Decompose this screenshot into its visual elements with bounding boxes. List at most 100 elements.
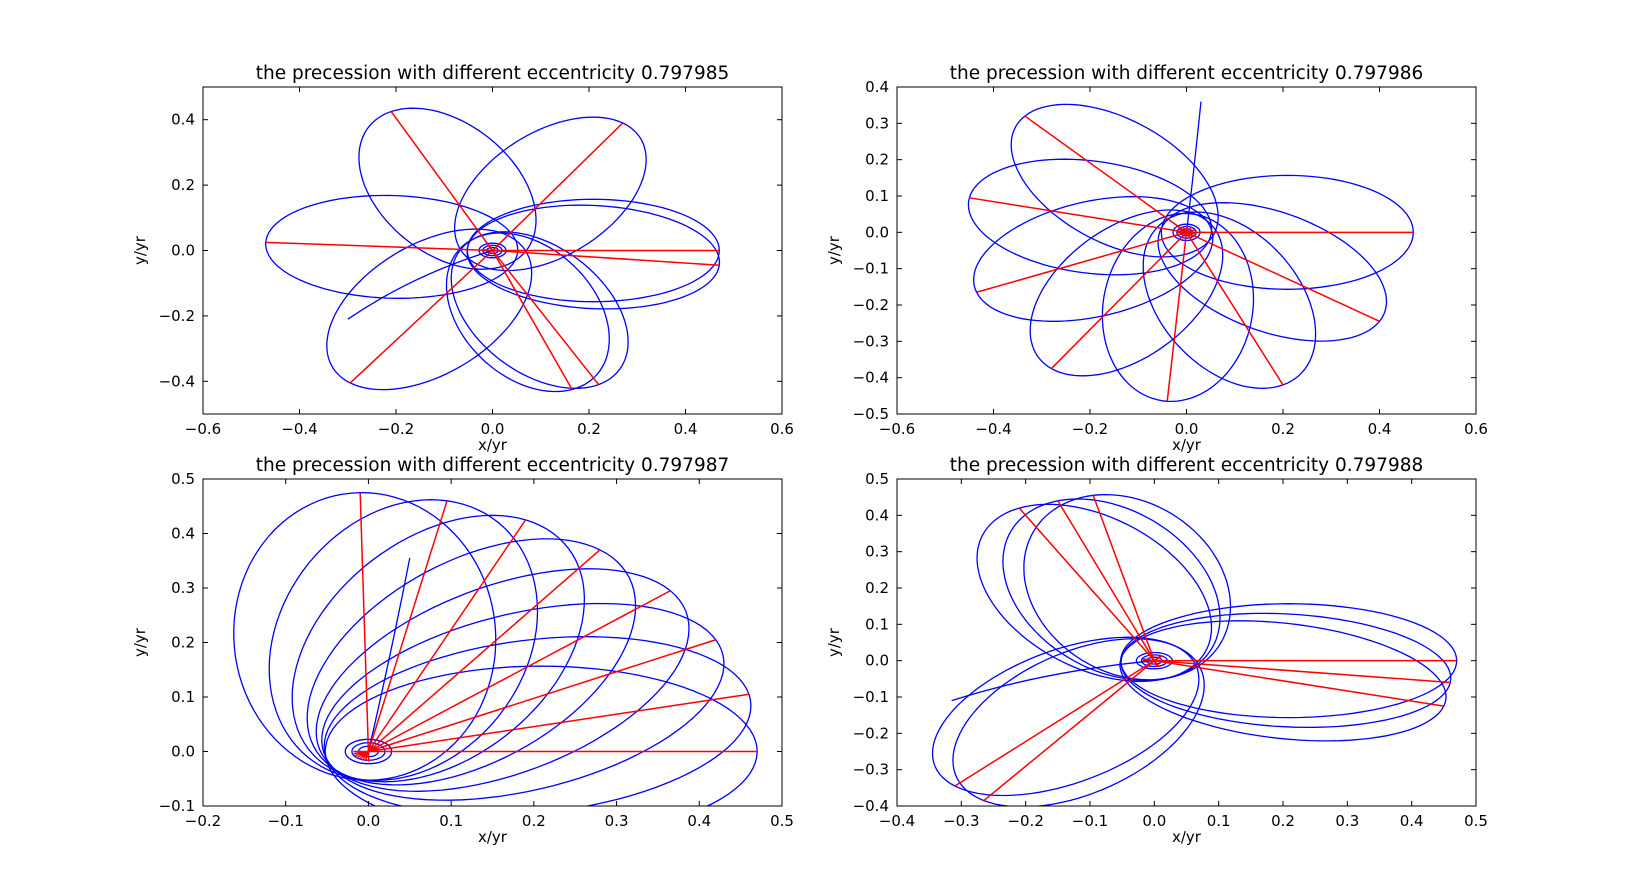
x-tick-label: 0.2 <box>577 420 601 438</box>
y-tick-label: 0.4 <box>865 78 889 96</box>
y-axis-label: y/yr <box>825 235 843 265</box>
major-axis-line <box>364 500 448 762</box>
orbit-loop <box>1010 103 1219 258</box>
x-tick-label: −0.2 <box>185 812 221 830</box>
major-axis-line <box>354 639 717 757</box>
y-tick-label: 0.5 <box>865 470 889 488</box>
y-tick-label: 0.4 <box>865 506 889 524</box>
x-tick-label: 0.0 <box>1142 812 1166 830</box>
x-tick-label: 0.2 <box>522 812 546 830</box>
x-tick-label: 0.2 <box>1271 812 1295 830</box>
axes-frame <box>202 478 783 807</box>
major-axis-line <box>1050 226 1193 370</box>
major-axis-line <box>1178 228 1380 323</box>
axis-ticks: −0.2 −0.1 0.0 0.1 0.2 0.3 0.4 0.50.50.40.30.20.… <box>159 470 794 830</box>
y-axis-label: y/yr <box>825 627 843 657</box>
x-tick-label: 0.3 <box>1335 812 1359 830</box>
y-tick-label: 0.0 <box>171 743 195 761</box>
major-axis-line <box>486 122 624 256</box>
y-tick-label: 0.5 <box>171 470 195 488</box>
major-axis-lines <box>969 115 1414 402</box>
y-tick-label: 0.2 <box>865 579 889 597</box>
y-tick-label: 0.0 <box>865 223 889 241</box>
major-axis-lines <box>265 111 720 390</box>
y-tick-label: 0.4 <box>171 111 195 129</box>
y-tick-label: −0.2 <box>853 296 889 314</box>
x-axis-label: x/yr <box>1172 828 1202 846</box>
x-tick-label: 0.2 <box>1271 420 1295 438</box>
y-tick-label: −0.3 <box>853 332 889 350</box>
x-tick-label: 0.4 <box>687 812 711 830</box>
x-tick-label: −0.3 <box>943 812 979 830</box>
x-tick-label: 0.6 <box>770 420 794 438</box>
major-axis-line <box>983 654 1162 802</box>
major-axis-line <box>349 244 499 384</box>
orbit-loop <box>973 196 1214 322</box>
orbit-loop <box>1119 620 1447 742</box>
x-tick-label: −0.2 <box>1007 812 1043 830</box>
subplot-title: the precession with different eccentrici… <box>950 455 1424 476</box>
x-tick-label: 0.1 <box>439 812 463 830</box>
orbit-tail <box>347 249 493 320</box>
y-tick-label: 0.2 <box>865 151 889 169</box>
orbit-loop <box>952 638 1205 806</box>
subplot-title: the precession with different eccentrici… <box>256 63 730 84</box>
major-axis-line <box>359 492 370 762</box>
y-tick-label: −0.2 <box>853 724 889 742</box>
y-axis-label: y/yr <box>131 627 149 657</box>
orbit-loop <box>967 158 1213 276</box>
x-tick-label: −0.1 <box>1072 812 1108 830</box>
major-axis-lines <box>954 495 1457 802</box>
x-tick-label: −0.2 <box>1072 420 1108 438</box>
orbit-loop <box>1142 211 1317 389</box>
y-axis-label: y/yr <box>131 235 149 265</box>
y-tick-label: 0.1 <box>171 688 195 706</box>
x-tick-label: 0.4 <box>674 420 698 438</box>
orbit-loop <box>450 231 629 389</box>
x-tick-label: 0.0 <box>1175 420 1199 438</box>
x-tick-label: 0.5 <box>770 812 794 830</box>
orbit-loop <box>233 491 497 781</box>
y-tick-label: 0.3 <box>865 114 889 132</box>
axis-ticks: −0.4 −0.3 −0.2 −0.1 0.0 0.1 0.2 0.3 0.4 0.5 0.5 0.4… <box>853 470 1488 830</box>
subplot-3: −0.2 −0.1 0.0 0.1 0.2 0.3 0.4 0.50.50.40.30.20.… <box>131 455 794 846</box>
major-axis-line <box>1142 659 1451 684</box>
subplot-1: −0.6 −0.4 −0.2 0.0 0.2 0.4 0.6 0.4 0.2 0.0 −0.2 −0.… <box>131 63 794 454</box>
subplot-4: −0.4 −0.3 −0.2 −0.1 0.0 0.1 0.2 0.3 0.4 0.5 0.5 0.4… <box>825 455 1488 846</box>
orbit-curves <box>967 101 1414 403</box>
axis-ticks: −0.6 −0.4 −0.2 0.0 0.2 0.4 0.6 0.4 0.3 0.2 0.1 0.0 −… <box>853 78 1488 438</box>
x-axis-label: x/yr <box>1172 436 1202 454</box>
major-axis-line <box>976 229 1195 294</box>
subplot-2: −0.6 −0.4 −0.2 0.0 0.2 0.4 0.6 0.4 0.3 0.2 0.1 0.0 −… <box>825 63 1488 454</box>
x-tick-label: 0.4 <box>1368 420 1392 438</box>
y-tick-label: −0.4 <box>853 797 889 815</box>
x-tick-label: −0.2 <box>378 420 414 438</box>
major-axis-line <box>1142 658 1444 707</box>
x-tick-label: −0.4 <box>975 420 1011 438</box>
x-tick-label: −0.6 <box>879 420 915 438</box>
y-tick-label: −0.1 <box>159 797 195 815</box>
major-axis-line <box>969 197 1196 235</box>
x-tick-label: 0.3 <box>605 812 629 830</box>
y-tick-label: −0.4 <box>159 372 195 390</box>
y-tick-label: 0.1 <box>865 615 889 633</box>
axes-frame <box>896 478 1477 807</box>
orbit-loop <box>1160 174 1414 290</box>
x-tick-label: 0.0 <box>356 812 380 830</box>
orbit-tail <box>951 660 1155 702</box>
major-axis-line <box>1092 495 1158 668</box>
axes-frame <box>202 86 783 415</box>
major-axis-line <box>356 590 671 759</box>
x-tick-label: 0.4 <box>1400 812 1424 830</box>
orbit-curves <box>233 491 758 806</box>
x-axis-label: x/yr <box>478 828 508 846</box>
major-axis-line <box>1057 500 1159 668</box>
y-tick-label: −0.1 <box>853 688 889 706</box>
y-tick-label: 0.3 <box>865 543 889 561</box>
x-tick-label: −0.1 <box>267 812 303 830</box>
major-axis-line <box>954 655 1163 787</box>
y-tick-label: 0.0 <box>865 652 889 670</box>
major-axis-line <box>483 249 720 266</box>
